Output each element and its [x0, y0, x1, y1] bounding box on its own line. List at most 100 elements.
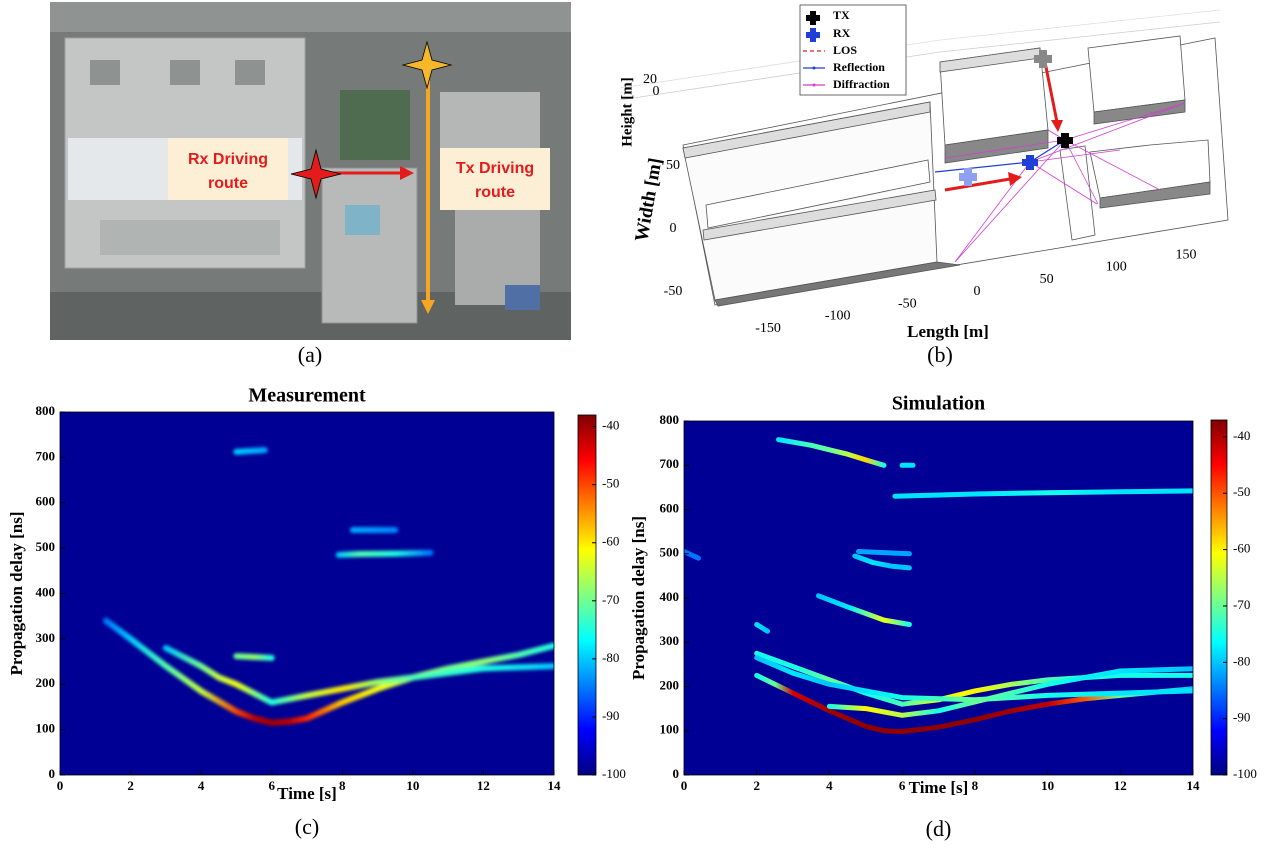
x-tick-label: 0 [681, 778, 688, 793]
x-axis-label: Length [m] [907, 322, 989, 341]
y-tick-label: 100 [36, 721, 56, 736]
legend-label: LOS [833, 43, 857, 57]
y-tick-label: 500 [660, 545, 680, 560]
y-tick-label: 200 [660, 677, 680, 692]
x-axis-label: Time [s] [277, 784, 337, 803]
y-tick-label: 800 [660, 412, 680, 427]
legend-label: Diffraction [833, 77, 890, 91]
colorbar-tick-label: -50 [602, 476, 619, 491]
x-tick-label: 6 [268, 778, 275, 793]
colorbar-tick-label: -50 [1233, 484, 1250, 499]
trace [233, 447, 268, 455]
x-tick-label: 12 [477, 778, 490, 793]
tick-label: 0 [670, 221, 677, 236]
trace [776, 437, 887, 468]
y-tick-label: 700 [36, 448, 56, 463]
y-tick-label: 100 [660, 722, 680, 737]
heatmap-panel: 0 2 4 6 8 10 12 14 0 100 200 300 400 500 600 700 800 -40 -… [629, 393, 1257, 841]
x-tick-label: 10 [1041, 778, 1054, 793]
colorbar-tick-label: -100 [602, 766, 626, 781]
trace [852, 553, 912, 571]
x-tick-label: 14 [548, 778, 562, 793]
y-tick-label: 800 [36, 403, 56, 418]
tick-label: -50 [664, 284, 683, 299]
plot-background [60, 412, 554, 775]
trace [233, 653, 275, 661]
legend [799, 4, 907, 96]
trace [856, 549, 912, 557]
trace [754, 672, 1193, 735]
y-axis-label: Width [m] [631, 156, 666, 243]
tx-label: route [475, 184, 515, 201]
caption: (c) [295, 814, 319, 839]
x-tick-label: 0 [57, 778, 64, 793]
caption: (d) [926, 816, 952, 841]
colorbar-tick-label: -40 [1233, 428, 1250, 443]
x-tick-label: 4 [826, 778, 833, 793]
chart-title: Simulation [892, 393, 985, 415]
trace [892, 488, 1193, 499]
y-tick-label: 400 [660, 589, 680, 604]
tick-label: -100 [825, 309, 851, 324]
colorbar [577, 414, 597, 776]
y-tick-label: 0 [49, 766, 56, 781]
colorbar-tick-label: -90 [1233, 710, 1250, 725]
scene-3d [619, 9, 1229, 307]
x-tick-label: 12 [1114, 778, 1127, 793]
x-tick-label: 6 [899, 778, 906, 793]
tick-label: 50 [1040, 272, 1054, 287]
legend-label: RX [833, 26, 851, 40]
heatmap-panel: 0 2 4 6 8 10 12 14 0 100 200 300 400 500 600 700 800 -40 -… [7, 385, 626, 839]
rx-label: route [208, 175, 248, 192]
tick-label: 100 [1106, 260, 1127, 275]
colorbar [1210, 419, 1228, 776]
rx-label: Rx Driving [188, 151, 268, 168]
legend-label: TX [833, 8, 850, 22]
y-tick-label: 600 [660, 500, 680, 515]
trace [102, 617, 554, 726]
y-tick-label: 0 [673, 766, 680, 781]
x-tick-label: 8 [339, 778, 346, 793]
trace [684, 549, 701, 561]
tx-label: Tx Driving [456, 160, 534, 177]
trace [754, 622, 771, 634]
tick-label: -50 [898, 296, 917, 311]
chart-title: Measurement [248, 385, 366, 407]
trace [816, 593, 912, 627]
colorbar-tick-label: -40 [602, 418, 619, 433]
z-axis-label: Height [m] [619, 77, 635, 147]
x-tick-label: 2 [753, 778, 760, 793]
traces [102, 447, 554, 726]
colorbar-tick-label: -60 [1233, 541, 1250, 556]
y-axis-label: Propagation delay [ns] [7, 511, 26, 675]
tick-label: -150 [755, 321, 781, 336]
y-tick-label: 300 [36, 630, 56, 645]
y-tick-label: 200 [36, 675, 56, 690]
x-tick-label: 10 [406, 778, 419, 793]
x-tick-label: 4 [198, 778, 205, 793]
y-tick-label: 700 [660, 456, 680, 471]
y-axis-label: Propagation delay [ns] [629, 516, 648, 680]
x-tick-label: 2 [127, 778, 134, 793]
colorbar-tick-label: -60 [602, 534, 619, 549]
colorbar-tick-label: -80 [602, 650, 619, 665]
tick-label: 150 [1175, 247, 1196, 262]
tick-label: 0 [974, 284, 981, 299]
aerial-view [50, 2, 571, 340]
y-tick-label: 500 [36, 539, 56, 554]
x-tick-label: 14 [1187, 778, 1201, 793]
y-tick-label: 400 [36, 584, 56, 599]
trace [754, 655, 1193, 703]
x-axis-label: Time [s] [909, 778, 969, 797]
trace [335, 549, 434, 558]
colorbar-tick-label: -100 [1233, 766, 1257, 781]
caption: (a) [298, 342, 322, 367]
tick-label: 0 [653, 84, 660, 99]
y-tick-label: 300 [660, 633, 680, 648]
traces [684, 437, 1193, 735]
colorbar-tick-label: -90 [602, 708, 619, 723]
legend-label: Reflection [833, 60, 885, 74]
caption: (b) [927, 342, 953, 367]
